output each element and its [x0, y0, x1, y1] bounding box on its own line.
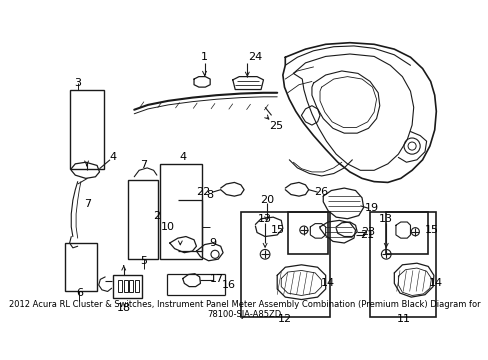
- Text: 22: 22: [196, 187, 210, 197]
- Text: 8: 8: [206, 189, 213, 199]
- Text: 23: 23: [361, 227, 375, 237]
- Bar: [129, 280, 133, 292]
- Text: 15: 15: [271, 225, 285, 235]
- Text: 20: 20: [259, 195, 273, 205]
- Text: 7: 7: [83, 199, 91, 209]
- Text: 13: 13: [258, 214, 271, 224]
- Bar: [127, 180, 158, 259]
- Text: 2: 2: [153, 211, 160, 221]
- Text: 16: 16: [221, 280, 235, 290]
- Text: 2012 Acura RL Cluster & Switches, Instrument Panel Meter Assembly Combination (P: 2012 Acura RL Cluster & Switches, Instru…: [9, 300, 479, 319]
- Text: 24: 24: [248, 52, 262, 62]
- Bar: [241, 212, 329, 317]
- Text: 14: 14: [321, 278, 334, 288]
- Text: 1: 1: [201, 52, 207, 62]
- Bar: [64, 243, 97, 292]
- Bar: [287, 212, 327, 254]
- Bar: [69, 90, 103, 169]
- Text: 15: 15: [424, 225, 438, 235]
- Bar: [160, 164, 202, 259]
- Bar: [369, 212, 435, 317]
- Bar: [135, 280, 139, 292]
- Text: 18: 18: [117, 303, 131, 312]
- Text: 12: 12: [278, 314, 292, 324]
- Text: 17: 17: [209, 274, 223, 284]
- Bar: [123, 280, 127, 292]
- Bar: [386, 212, 427, 254]
- Text: 14: 14: [428, 278, 443, 288]
- Text: 4: 4: [179, 152, 186, 162]
- Text: 26: 26: [314, 187, 328, 197]
- Bar: [118, 280, 122, 292]
- Text: 9: 9: [208, 238, 216, 248]
- Text: 13: 13: [379, 214, 392, 224]
- Text: 5: 5: [140, 256, 147, 266]
- Text: 25: 25: [269, 121, 283, 131]
- Text: 4: 4: [109, 152, 117, 162]
- Text: 6: 6: [76, 288, 82, 298]
- Bar: [113, 275, 141, 298]
- Text: 19: 19: [364, 203, 378, 213]
- Text: 7: 7: [140, 161, 147, 171]
- Text: 21: 21: [359, 230, 373, 240]
- Text: 10: 10: [160, 222, 174, 232]
- Text: 3: 3: [74, 78, 81, 88]
- Text: 11: 11: [396, 314, 410, 324]
